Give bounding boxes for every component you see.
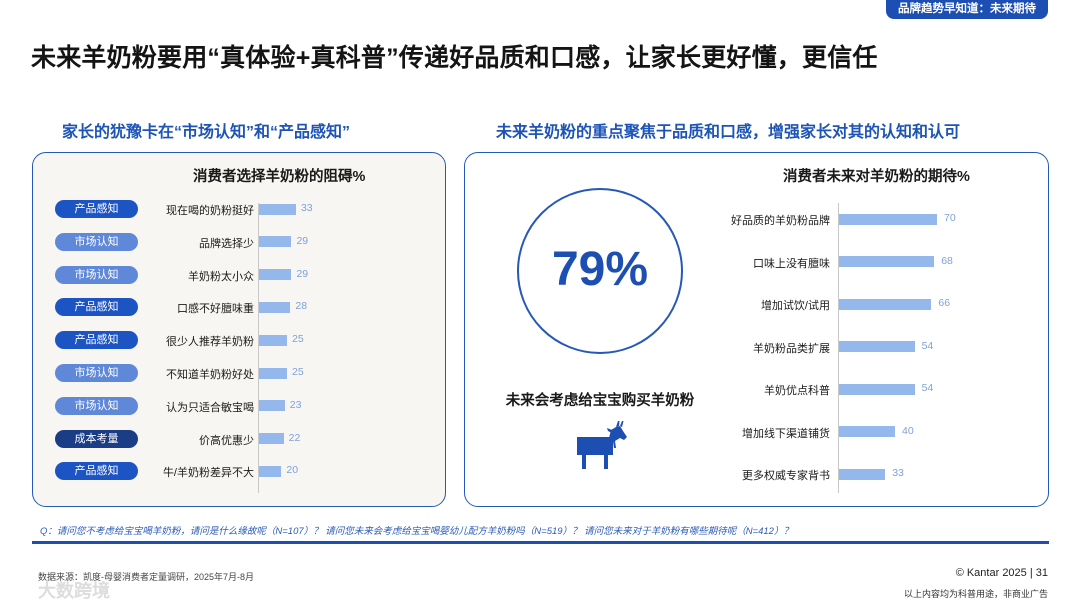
data-source: 数据来源：凯度-母婴消费者定量调研，2025年7月-8月 [38,572,255,582]
bar-value: 40 [902,424,914,437]
bar-value: 20 [286,464,299,477]
bar-label: 羊奶优点科普 [764,385,830,397]
bar-label: 口感不好膻味重 [177,303,254,316]
bar [259,301,291,313]
bar-value: 68 [941,254,953,267]
barriers-chart-title: 消费者选择羊奶粉的阻碍% [193,169,366,185]
bar [259,400,285,412]
bar-value: 22 [288,431,301,444]
category-pill: 市场认知 [55,364,138,382]
expectations-chart-axis [838,203,839,493]
bar [259,269,292,281]
barriers-chart-panel: 消费者选择羊奶粉的阻碍% 产品感知 现在喝的奶粉挺好 33 市场认知 品牌选择少 29 市场… [32,152,446,507]
expectations-chart-title: 消费者未来对羊奶粉的期待% [783,169,970,185]
survey-question-note: Q：请问您不考虑给宝宝喝羊奶粉，请问是什么缘故呢（N=107）？ 请问您未来会考… [40,526,793,537]
left-subtitle: 家长的犹豫卡在“市场认知”和“产品感知” [62,124,351,141]
bar-label: 好品质的羊奶粉品牌 [731,215,830,227]
bar-label: 很少人推荐羊奶粉 [166,336,254,349]
bar [839,341,915,352]
bar-value: 33 [300,202,313,214]
bar [839,298,932,310]
bar [839,256,935,267]
right-subtitle: 未来羊奶粉的重点聚焦于品质和口感，增强家长对其的认知和认可 [496,124,961,141]
bar-value: 29 [296,267,309,280]
expectations-chart-panel: 79% 未来会考虑给宝宝购买羊奶粉 消费者未来对羊奶粉的期待% 好品质的羊奶粉品… [464,152,1049,507]
bar-label: 不知道羊奶粉好处 [166,369,254,381]
bar-value: 66 [938,297,951,309]
bar-value: 29 [296,234,309,247]
bar [259,334,287,346]
bar [259,236,292,248]
big-stat-caption: 未来会考虑给宝宝购买羊奶粉 [505,393,695,409]
bar-value: 70 [944,212,956,224]
bar-label: 增加试饮/试用 [760,300,830,312]
category-pill: 产品感知 [55,331,138,350]
bar-value: 54 [921,339,934,352]
bar-label: 品牌选择少 [199,237,254,250]
bar [839,383,915,395]
bar [839,468,886,480]
bar-label: 增加线下渠道铺货 [742,427,830,440]
section-tag: 品牌趋势早知道：未来期待 [886,0,1048,19]
bar-value: 33 [892,467,904,479]
category-pill: 产品感知 [55,200,138,218]
bar-label: 羊奶粉太小众 [188,270,254,283]
bar-value: 25 [292,366,304,378]
bar [259,465,282,477]
page-title: 未来羊奶粉要用“真体验+真科普”传递好品质和口感，让家长更好懂，更信任 [31,44,878,72]
bar-value: 23 [289,398,302,411]
copyright: © Kantar 2025 | 31 [955,567,1048,579]
category-pill: 市场认知 [55,232,138,251]
category-pill: 产品感知 [55,462,138,481]
bar-label: 口味上没有膻味 [753,257,830,270]
bar-label: 牛/羊奶粉差异不大 [162,467,254,480]
bar-label: 认为只适合敏宝喝 [166,401,254,414]
bar-label: 更多权威专家背书 [742,470,830,482]
bar-label: 现在喝的奶粉挺好 [166,205,254,217]
bar-label: 价高优惠少 [199,434,254,447]
category-pill: 市场认知 [55,396,138,415]
disclaimer: 以上内容均为科普用途，非商业广告 [903,589,1048,599]
bar-value: 25 [292,333,304,346]
barriers-chart-axis [258,203,259,493]
bar [259,203,296,215]
bar-value: 28 [295,300,308,313]
watermark: 大数跨境 [38,581,110,601]
big-stat: 79% [551,243,649,296]
category-pill: 市场认知 [55,265,138,284]
goat-icon [577,421,627,469]
bar [259,367,287,379]
category-pill: 成本考量 [55,429,138,448]
bar [839,213,937,225]
category-pill: 产品感知 [55,298,138,317]
bar [259,433,284,445]
bar-value: 54 [921,382,934,394]
footer-rule [32,541,1049,544]
bar [839,426,895,437]
bar-label: 羊奶粉品类扩展 [753,342,830,355]
stat-circle [517,188,683,354]
